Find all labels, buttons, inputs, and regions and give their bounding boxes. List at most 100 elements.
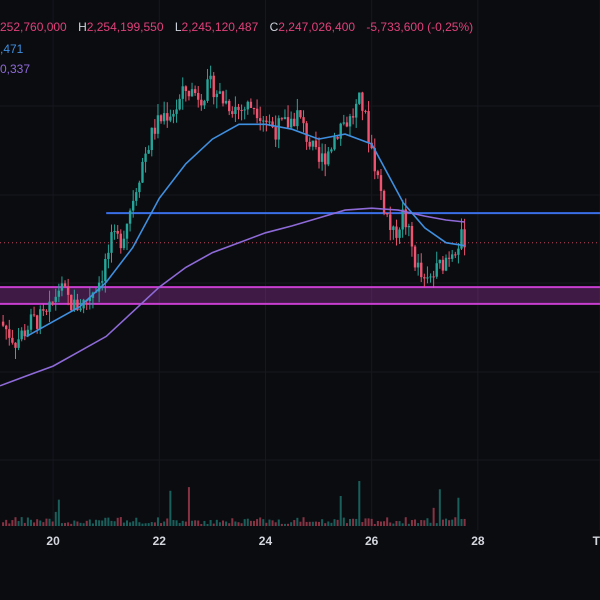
candle-body [373, 148, 376, 172]
candle-body [159, 115, 163, 122]
volume-bar [252, 520, 255, 526]
candle-body [274, 127, 277, 140]
volume-bar [85, 520, 88, 526]
candle-body [382, 190, 386, 214]
volume-bar [129, 522, 132, 526]
candle-body [42, 309, 45, 311]
candle-body [169, 116, 172, 121]
candle-body [54, 296, 57, 302]
candle-body [308, 141, 311, 147]
candles[interactable] [1, 65, 466, 359]
candle-body [181, 86, 184, 99]
low-key: L [174, 20, 182, 34]
volume-bar [463, 518, 466, 526]
candle-body [327, 151, 330, 165]
x-tick-label: 20 [46, 534, 60, 548]
volume-bar [451, 519, 454, 526]
candle-body [144, 153, 147, 162]
candle-body [228, 100, 231, 112]
volume-bar [194, 520, 197, 526]
volume-bar [349, 519, 351, 526]
volume-bar [435, 523, 438, 526]
candle-body [432, 276, 435, 278]
volume-bar [330, 522, 333, 526]
volume-bar [259, 517, 262, 526]
low-value: 2,245,120,487 [181, 20, 259, 34]
volume-bar [60, 523, 63, 526]
volume-bar [91, 523, 94, 526]
candle-body [190, 89, 194, 97]
volume-bar [321, 519, 324, 526]
volume-bar [246, 518, 249, 526]
candle-body [416, 262, 420, 268]
candle-body [66, 286, 70, 295]
volume-bar [116, 517, 119, 526]
volume-bar [370, 518, 373, 526]
volume-bar [410, 520, 413, 526]
volume-bar [429, 522, 432, 526]
volume-bar [389, 522, 392, 526]
volume-bar [51, 521, 54, 526]
volume-bar [355, 518, 358, 526]
volume-bar [404, 517, 407, 526]
close-key: C [269, 20, 279, 34]
volume-bar [73, 520, 76, 526]
candle-body [212, 75, 215, 98]
candle-body [401, 209, 404, 230]
volume-bar [358, 481, 361, 526]
volume-bar [305, 521, 308, 526]
candle-body [203, 100, 206, 106]
support-zone-fill [0, 287, 600, 304]
candle-body [277, 118, 280, 140]
volume-bar [383, 521, 386, 526]
volume-bar [70, 523, 73, 526]
candle-body [97, 282, 101, 292]
volume-bar [141, 523, 144, 526]
candle-body [51, 301, 54, 303]
candle-body [35, 315, 39, 329]
candle-body [364, 110, 367, 112]
candle-body [4, 325, 8, 330]
ma-slow-line [0, 207, 465, 387]
volume-bar [225, 521, 228, 526]
candle-body [376, 171, 380, 176]
volume-bar [271, 520, 274, 526]
candle-body [407, 225, 411, 228]
volume-bar [268, 519, 271, 526]
volume-bar [361, 522, 364, 526]
candle-body [410, 225, 414, 247]
candle-body [110, 232, 113, 253]
x-tick-label: 24 [259, 534, 273, 548]
candle-body [302, 117, 305, 124]
volume-bar [249, 520, 252, 526]
volume-bar [107, 517, 110, 526]
candle-body [48, 301, 51, 312]
volume-bar [237, 522, 240, 526]
volume-bar [386, 517, 389, 526]
candle-body [314, 140, 318, 148]
volume-bar [299, 521, 302, 526]
volume-bar [376, 520, 379, 526]
volume-bar [132, 521, 135, 526]
high-value: 2,254,199,550 [86, 20, 164, 34]
candle-body [367, 111, 370, 143]
volume-bar [95, 519, 98, 526]
ohlc-legend: 252,760,000 H2,254,199,550 L2,245,120,48… [0, 20, 481, 34]
volume-bar [352, 518, 355, 526]
volume-bar [441, 519, 444, 526]
candle-body [262, 120, 265, 122]
candle-body [286, 117, 290, 128]
time-axis[interactable]: 20 22 24 26 28 Th [46, 534, 600, 548]
candle-body [320, 153, 324, 162]
candle-body [339, 123, 342, 139]
candle-body [336, 136, 339, 139]
volume-bar [407, 523, 410, 526]
volume-bar [364, 518, 367, 526]
candle-body [116, 230, 119, 234]
volume-bar [432, 507, 435, 526]
moving-averages [0, 123, 465, 387]
high-key: H [78, 20, 87, 34]
candle-body [166, 113, 169, 121]
